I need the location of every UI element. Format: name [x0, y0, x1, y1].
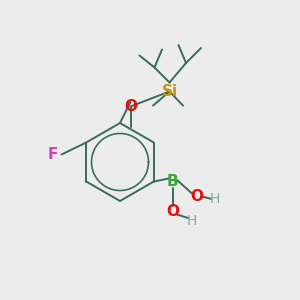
Text: O: O — [124, 99, 137, 114]
Text: O: O — [166, 204, 179, 219]
Text: B: B — [167, 174, 178, 189]
Text: O: O — [190, 189, 203, 204]
Text: F: F — [47, 147, 58, 162]
Text: Si: Si — [161, 84, 178, 99]
Text: H: H — [209, 192, 220, 206]
Text: H: H — [186, 214, 197, 228]
